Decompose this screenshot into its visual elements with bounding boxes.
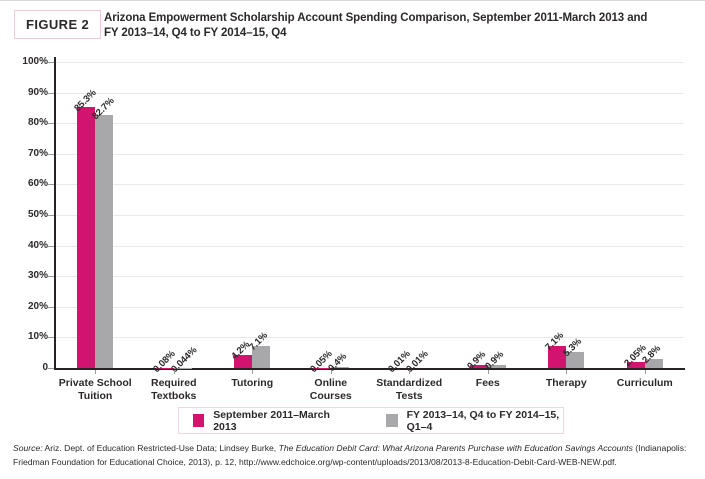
gridline bbox=[56, 215, 684, 216]
chart: 100% 90% 80% 70% 60% 50% 40% 30% 20% 10% 0 85.3% 82.… bbox=[0, 55, 705, 405]
y-axis-label: 30% bbox=[27, 270, 48, 282]
x-axis-tick bbox=[330, 370, 332, 374]
bar-series2 bbox=[644, 359, 663, 368]
y-axis-tick bbox=[48, 62, 54, 63]
y-axis-tick bbox=[48, 123, 54, 125]
x-axis-tick bbox=[95, 370, 97, 374]
y-axis-tick bbox=[48, 215, 54, 216]
y-axis-label: 60% bbox=[27, 178, 48, 190]
source-note: Source: Ariz. Dept. of Education Restric… bbox=[13, 441, 703, 469]
legend-label-series2: FY 2013–14, Q4 to FY 2014–15, Q1–4 bbox=[406, 408, 560, 433]
x-axis-tick bbox=[173, 370, 175, 374]
y-axis-tick bbox=[48, 245, 54, 247]
gridline bbox=[56, 245, 684, 247]
x-axis-tick bbox=[409, 370, 411, 374]
bar-series2 bbox=[330, 366, 349, 368]
source-segment: The Education Debit Card: What Arizona P… bbox=[278, 443, 633, 453]
bar-series2 bbox=[252, 346, 271, 368]
gridline bbox=[56, 306, 684, 308]
legend-item-series1: September 2011–March 2013 bbox=[193, 409, 336, 433]
category-label: Standardized Tests bbox=[376, 377, 443, 402]
category-label: Tutoring bbox=[231, 377, 274, 389]
y-axis-label: 20% bbox=[27, 300, 48, 312]
y-axis-label: 80% bbox=[27, 117, 48, 129]
y-axis-tick bbox=[48, 276, 54, 278]
gridline bbox=[56, 92, 684, 94]
bar-series2 bbox=[566, 351, 585, 368]
legend-swatch-series1 bbox=[193, 414, 205, 427]
y-axis-label: 100% bbox=[22, 56, 48, 67]
y-axis-tick bbox=[48, 184, 54, 186]
source-segment: Ariz. Dept. of Education Restricted-Use … bbox=[42, 443, 279, 453]
gridline bbox=[56, 153, 684, 155]
y-axis-tick bbox=[48, 306, 54, 308]
bar-series1 bbox=[548, 346, 567, 368]
gridline bbox=[56, 276, 684, 278]
x-axis-tick bbox=[252, 370, 254, 374]
legend-item-series2: FY 2013–14, Q4 to FY 2014–15, Q1–4 bbox=[386, 409, 563, 433]
y-axis-label: 40% bbox=[27, 239, 48, 251]
y-axis-label: 10% bbox=[27, 331, 48, 343]
category-label: Therapy bbox=[545, 377, 587, 389]
chart-title-line2: FY 2013–14, Q4 to FY 2014–15, Q4 bbox=[104, 27, 287, 39]
bar-series2 bbox=[95, 114, 114, 368]
category-label: Online Courses bbox=[309, 377, 352, 402]
y-axis-label: 90% bbox=[27, 86, 48, 98]
y-axis-label: 70% bbox=[27, 147, 48, 159]
legend-box: September 2011–March 2013 FY 2013–14, Q4… bbox=[178, 407, 564, 434]
legend-label-series1: September 2011–March 2013 bbox=[213, 408, 330, 433]
y-axis-tick bbox=[48, 337, 54, 339]
bar-series1 bbox=[234, 355, 253, 368]
x-axis-tick bbox=[644, 370, 646, 374]
gridline bbox=[56, 123, 684, 125]
bar-series1 bbox=[626, 361, 645, 368]
category-label: Fees bbox=[475, 377, 500, 389]
source-segment: Source: bbox=[13, 443, 43, 453]
chart-title-line1: Arizona Empowerment Scholarship Account … bbox=[104, 12, 648, 24]
source-segment: (Indianapolis: Friedman Foundation for E… bbox=[13, 443, 687, 467]
gridline bbox=[56, 184, 684, 186]
category-label: Private School Tuition bbox=[58, 377, 132, 402]
y-axis-label: 0 bbox=[42, 362, 48, 373]
y-axis-label: 50% bbox=[27, 209, 48, 220]
gridline bbox=[56, 62, 684, 63]
chart-title: Arizona Empowerment Scholarship Account … bbox=[104, 11, 694, 41]
x-axis-tick bbox=[487, 370, 489, 374]
figure-badge: FIGURE 2 bbox=[14, 10, 102, 39]
category-label: Curriculum bbox=[616, 377, 673, 389]
y-axis-tick bbox=[48, 92, 54, 94]
y-axis-line bbox=[54, 57, 56, 370]
x-axis-line bbox=[54, 368, 685, 370]
category-label: Required Textboks bbox=[150, 377, 197, 402]
gridline bbox=[56, 337, 684, 339]
x-axis-tick bbox=[566, 370, 568, 374]
bar-series1 bbox=[469, 365, 488, 368]
legend-swatch-series2 bbox=[386, 414, 398, 427]
page-top-rule bbox=[0, 0, 705, 1]
y-axis-tick bbox=[48, 153, 54, 155]
bar-series2 bbox=[487, 365, 506, 368]
bar-series1 bbox=[77, 106, 96, 368]
y-axis-tick bbox=[48, 368, 54, 369]
